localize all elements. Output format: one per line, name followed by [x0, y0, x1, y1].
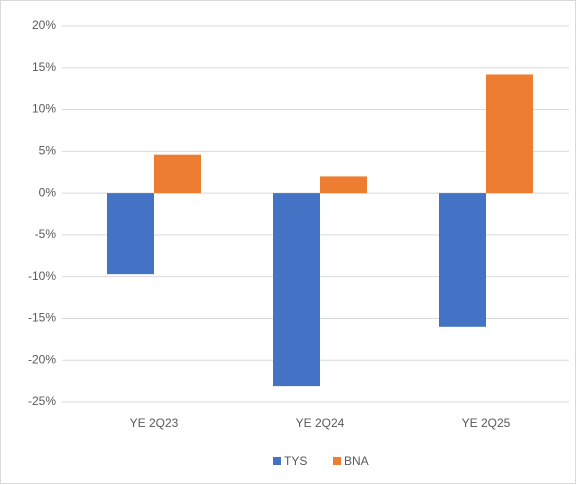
bar: [320, 176, 367, 194]
y-tick-label: 20%: [32, 18, 56, 32]
y-tick-label: 15%: [32, 60, 56, 74]
bar: [154, 154, 201, 194]
y-tick-label: -25%: [28, 394, 56, 408]
y-tick-label: -20%: [28, 352, 56, 366]
bar: [486, 74, 533, 194]
bar: [107, 193, 154, 275]
bar: [439, 193, 486, 327]
y-tick-label: -5%: [35, 227, 57, 241]
legend-label: TYS: [284, 454, 307, 468]
y-tick-label: -10%: [28, 269, 56, 283]
x-tick-label: YE 2Q25: [462, 416, 511, 430]
legend-label: BNA: [344, 454, 369, 468]
x-tick-label: YE 2Q24: [296, 416, 345, 430]
x-tick-label: YE 2Q23: [130, 416, 179, 430]
legend-swatch: [333, 457, 341, 465]
y-tick-label: 5%: [39, 144, 57, 158]
y-tick-label: 10%: [32, 102, 56, 116]
bar: [273, 193, 320, 387]
legend-swatch: [273, 457, 281, 465]
y-tick-label: -15%: [28, 311, 56, 325]
y-tick-label: 0%: [39, 185, 57, 199]
